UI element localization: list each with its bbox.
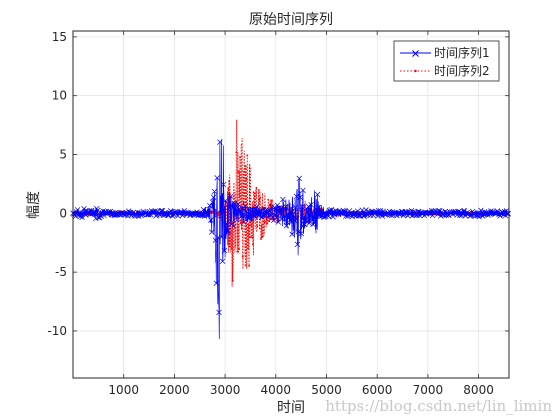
plot-frame xyxy=(72,30,510,379)
legend-label-series-2: 时间序列2 xyxy=(434,63,490,78)
x-tick-label: 3000 xyxy=(210,383,241,397)
legend-label-series-1: 时间序列1 xyxy=(434,45,490,60)
x-tick-label: 1000 xyxy=(108,383,139,397)
y-tick-label: 15 xyxy=(52,30,67,44)
x-axis-title: 时间 xyxy=(277,400,305,416)
y-tick-label: 10 xyxy=(52,89,67,103)
watermark: https://blog.csdn.net/lin_limin xyxy=(325,397,552,415)
y-tick-label: -10 xyxy=(47,324,67,338)
chart-title: 原始时间序列 xyxy=(249,12,333,28)
ticks: 1000 2000 3000 4000 5000 6000 7000 8000 -10 -5 0 5 1… xyxy=(47,30,509,397)
x-tick-label: 8000 xyxy=(463,383,494,397)
plot-area xyxy=(73,31,509,378)
x-tick-label: 5000 xyxy=(311,383,342,397)
y-tick-label: 5 xyxy=(59,148,67,162)
legend: 时间序列1 时间序列2 xyxy=(393,40,500,82)
legend-box xyxy=(393,40,500,82)
y-tick-label: -5 xyxy=(55,265,67,279)
series-1 xyxy=(70,139,512,339)
x-tick-label: 2000 xyxy=(159,383,190,397)
x-tick-label: 4000 xyxy=(261,383,292,397)
x-tick-label: 6000 xyxy=(362,383,393,397)
y-tick-label: 0 xyxy=(59,206,67,220)
legend-marker-series-1 xyxy=(412,50,419,57)
y-axis-title: 幅度 xyxy=(26,191,42,219)
legend-marker-series-2 xyxy=(414,69,417,73)
x-tick-label: 7000 xyxy=(413,383,444,397)
